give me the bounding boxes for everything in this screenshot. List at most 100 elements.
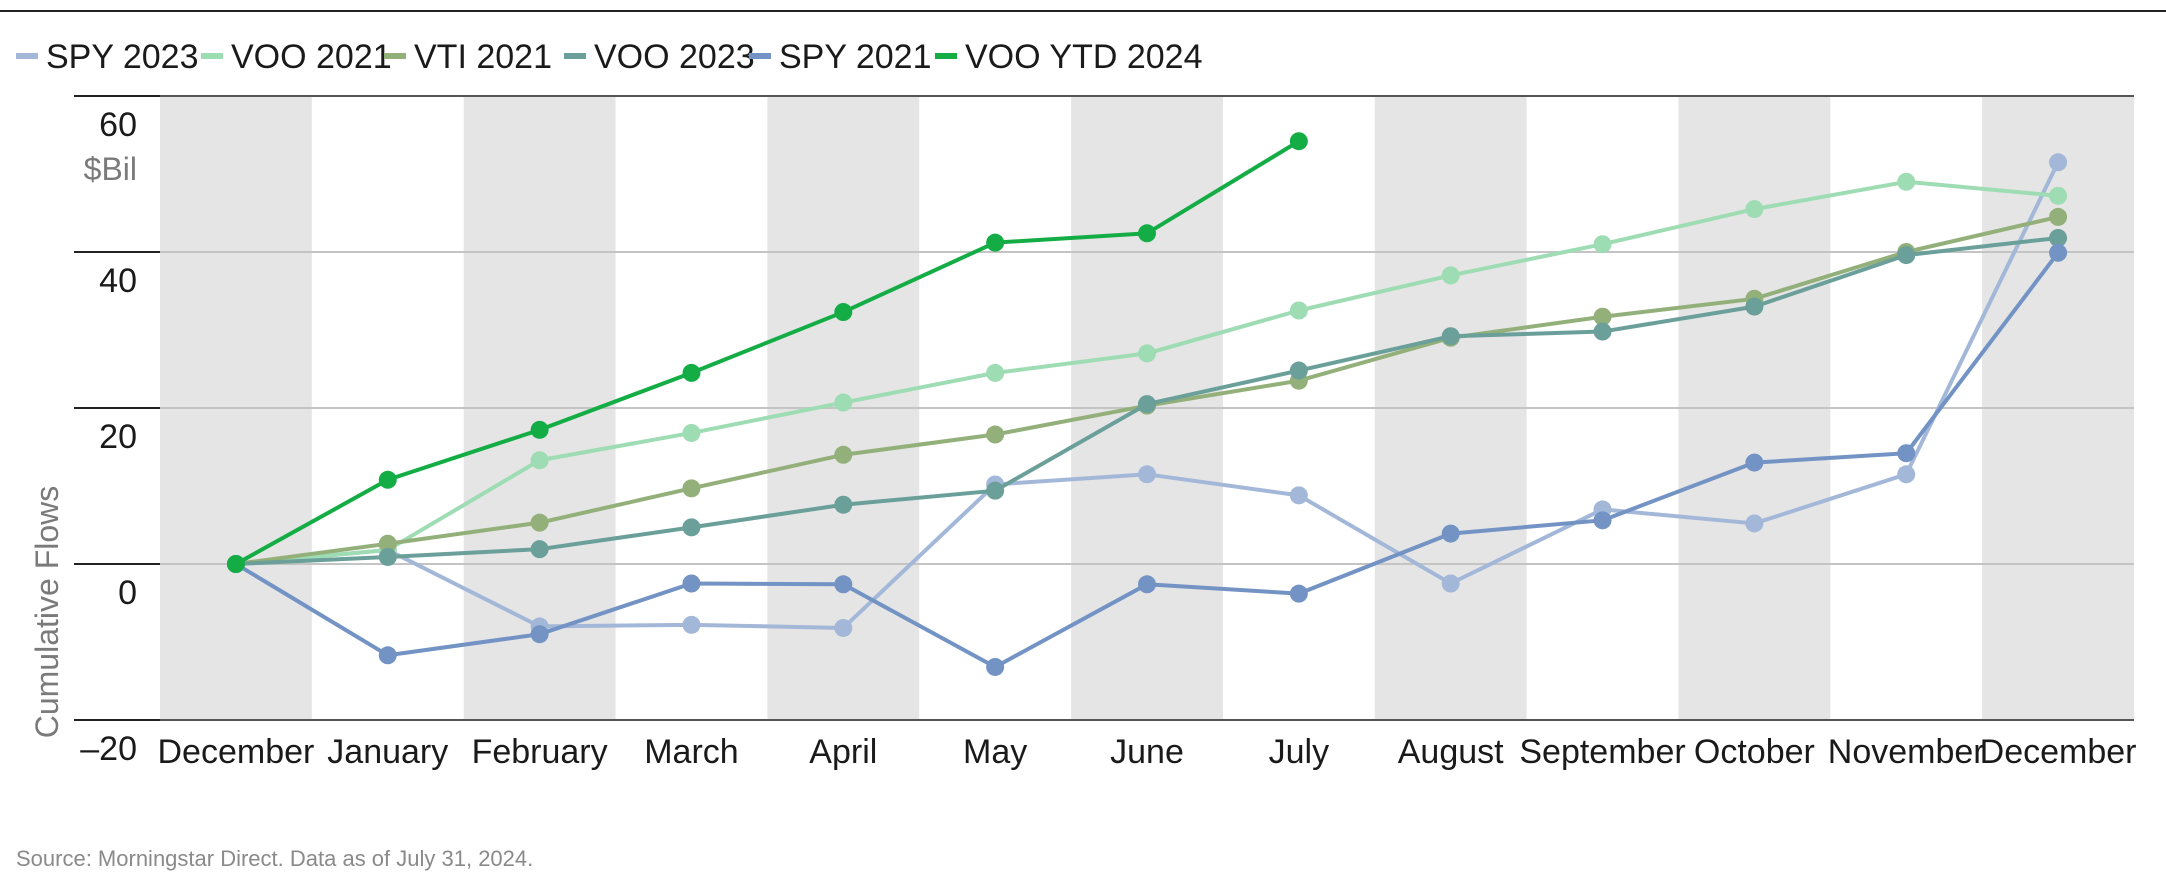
data-point: [1289, 361, 1308, 380]
x-tick-label: April: [809, 733, 877, 771]
data-point: [1138, 465, 1156, 484]
y-axis-label: Cumulative Flows: [29, 486, 65, 739]
legend-item: VOO YTD 2024: [935, 38, 1203, 76]
legend: SPY 2023 VOO 2021 VTI 2021 VOO 2023 SPY 2021…: [16, 38, 1203, 76]
data-point: [378, 646, 397, 665]
data-point: [2049, 153, 2068, 172]
data-point: [682, 423, 701, 442]
data-point: [1441, 574, 1460, 593]
x-tick-label: September: [1519, 733, 1685, 771]
series-voo-ytd-2024: [226, 132, 1308, 573]
data-point: [834, 575, 853, 594]
legend-item: SPY 2021: [749, 38, 932, 76]
data-point: [530, 540, 549, 559]
data-point: [834, 495, 853, 514]
data-point: [530, 420, 549, 439]
y-unit-label: $Bil: [84, 151, 137, 187]
legend-item: VOO 2023: [564, 38, 755, 76]
data-point: [1745, 514, 1764, 533]
series-voo-2023: [226, 228, 2068, 573]
data-point: [1441, 524, 1460, 543]
source-note: Source: Morningstar Direct. Data as of J…: [16, 846, 534, 871]
y-tick-label: 60: [99, 106, 137, 144]
y-tick-label: 0: [118, 574, 137, 612]
top-rule: [0, 10, 2166, 12]
data-point: [1897, 444, 1916, 463]
x-tick-label: January: [327, 733, 448, 771]
data-point: [986, 363, 1005, 382]
legend-label: VOO 2021: [231, 38, 392, 76]
series-lines: [226, 132, 2068, 676]
data-point: [1138, 344, 1156, 363]
data-point: [1289, 486, 1308, 505]
x-tick-label: February: [472, 733, 608, 771]
y-axis: 60 40 20 0 –20: [74, 95, 160, 768]
data-point: [682, 363, 701, 382]
x-tick-label: June: [1110, 733, 1184, 771]
data-point: [986, 425, 1005, 444]
data-point: [986, 233, 1005, 252]
data-point: [2049, 228, 2068, 247]
data-point: [1593, 322, 1612, 341]
data-point: [1897, 172, 1916, 191]
x-tick-label: December: [1980, 733, 2137, 771]
data-point: [682, 479, 701, 498]
data-point: [682, 615, 701, 634]
y-tick-label: 20: [99, 418, 137, 456]
data-point: [834, 445, 853, 464]
data-point: [2049, 243, 2068, 262]
data-point: [682, 518, 701, 537]
legend-item: SPY 2023: [16, 38, 199, 76]
data-point: [986, 481, 1005, 500]
data-point: [530, 451, 549, 470]
data-point: [2049, 207, 2068, 226]
data-point: [378, 470, 397, 489]
data-point: [1745, 453, 1764, 472]
data-point: [1745, 297, 1764, 316]
data-point: [1441, 266, 1460, 285]
data-point: [986, 657, 1005, 676]
data-point: [1289, 301, 1308, 320]
data-point: [378, 547, 397, 566]
data-point: [1593, 511, 1612, 530]
x-tick-label: March: [644, 733, 738, 771]
data-point: [1289, 584, 1308, 603]
data-point: [2049, 186, 2068, 205]
legend-label: VOO 2023: [594, 38, 755, 76]
x-tick-label: August: [1398, 733, 1504, 771]
data-point: [226, 555, 245, 573]
data-point: [682, 574, 701, 593]
legend-label: VOO YTD 2024: [965, 38, 1203, 76]
x-axis: December January February March April May June…: [158, 733, 2137, 771]
legend-label: VTI 2021: [414, 38, 552, 76]
x-tick-label: December: [158, 733, 315, 771]
x-tick-label: May: [963, 733, 1027, 771]
data-point: [530, 625, 549, 644]
data-point: [834, 303, 853, 322]
data-point: [1593, 235, 1612, 254]
data-point: [1745, 200, 1764, 219]
x-tick-label: July: [1269, 733, 1329, 771]
x-tick-label: October: [1694, 733, 1815, 771]
legend-label: SPY 2021: [779, 38, 932, 76]
data-point: [530, 513, 549, 532]
data-point: [834, 393, 853, 412]
data-point: [1897, 465, 1916, 484]
data-point: [1138, 395, 1156, 414]
x-tick-label: November: [1828, 733, 1985, 771]
legend-item: VTI 2021: [384, 38, 552, 76]
legend-item: VOO 2021: [201, 38, 392, 76]
y-tick-label: 40: [99, 262, 137, 300]
data-point: [1138, 575, 1156, 594]
data-point: [1289, 132, 1308, 151]
data-point: [1897, 246, 1916, 265]
data-point: [1138, 224, 1156, 243]
gridlines: [160, 95, 2134, 721]
legend-label: SPY 2023: [46, 38, 199, 76]
series-line: [234, 139, 1300, 566]
data-point: [1593, 307, 1612, 326]
data-point: [1441, 327, 1460, 346]
data-point: [378, 534, 397, 553]
data-point: [834, 618, 853, 637]
